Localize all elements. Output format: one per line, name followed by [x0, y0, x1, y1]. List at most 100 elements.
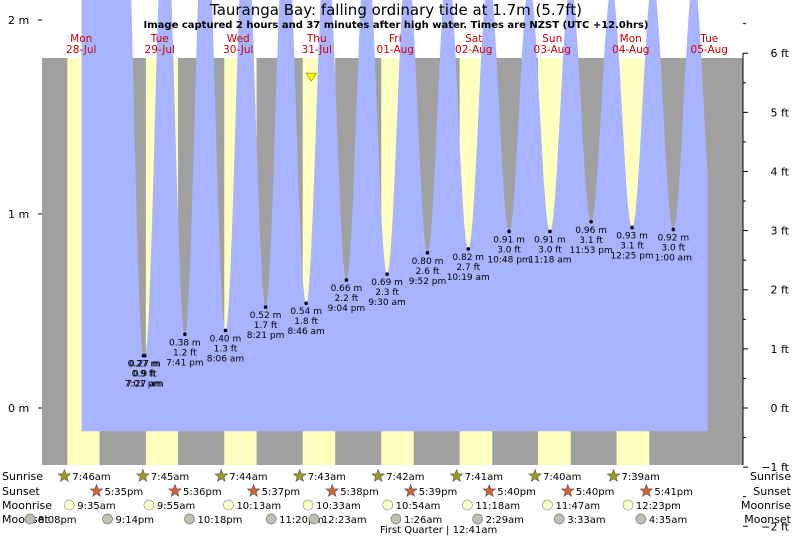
sunrise-time: 7:41am	[465, 472, 503, 483]
left-tick-label: 2 m	[8, 14, 29, 27]
sunrise-time: 7:44am	[229, 472, 267, 483]
moonset-time: 3:33am	[567, 515, 605, 526]
moonset-icon	[102, 513, 113, 525]
left-tick-label: 0 m	[8, 402, 29, 415]
row-label-right-sunset: Sunset	[753, 485, 791, 498]
low-tide-metres: 0.96 m	[575, 226, 607, 236]
moonset-time: 8:08pm	[38, 515, 77, 526]
low-tide-metres: 0.66 m	[331, 284, 363, 294]
low-tide-feet: 3.0 ft	[497, 245, 521, 255]
row-label-left-sunset: Sunset	[2, 485, 40, 498]
moonrise-icon	[622, 499, 634, 511]
low-tide-metres: 0.52 m	[250, 311, 282, 321]
right-tick-label: 0 ft	[771, 402, 790, 415]
tide-extreme-point	[671, 227, 676, 232]
low-tide-metres: 0.69 m	[371, 278, 403, 288]
low-tide-feet: 1.8 ft	[294, 317, 318, 327]
sunset-icon	[168, 483, 183, 498]
low-tide-feet: 3.0 ft	[538, 245, 562, 255]
day-name-label: Mon	[70, 33, 92, 45]
sunset-icon	[403, 483, 418, 498]
low-tide-feet: 3.1 ft	[579, 236, 603, 246]
low-tide-metres: 0.54 m	[290, 307, 322, 317]
moonrise-time: 10:33am	[316, 501, 361, 512]
sunrise-time: 7:45am	[151, 472, 189, 483]
row-label-left-moonrise: Moonrise	[2, 499, 52, 512]
right-tick-label: 7 ft	[771, 0, 790, 1]
sunrise-icon	[449, 468, 464, 483]
tide-extreme-point	[304, 301, 308, 306]
day-date-label: 02-Aug	[455, 44, 492, 56]
day-name-label: Fri	[389, 33, 402, 45]
low-tide-feet: 0.9 ft	[132, 370, 156, 380]
moonrise-time: 11:47am	[555, 501, 600, 512]
low-tide-metres: 0.27 m	[128, 360, 160, 370]
sunrise-icon	[57, 468, 72, 483]
tide-extreme-point	[630, 225, 634, 230]
sunset-icon	[482, 483, 497, 498]
low-tide-time: 8:06 am	[207, 354, 244, 364]
low-tide-feet: 3.1 ft	[620, 242, 644, 252]
row-label-right-moonset: Moonset	[744, 513, 791, 526]
moonrise-time: 9:35am	[77, 501, 115, 512]
moonset-time: 11:20pm	[279, 515, 324, 526]
sunrise-icon	[528, 468, 543, 483]
right-tick-label: 3 ft	[771, 225, 790, 238]
sunrise-time: 7:39am	[622, 472, 660, 483]
sunset-time: 5:36pm	[183, 487, 222, 498]
sunset-time: 5:37pm	[262, 487, 301, 498]
low-tide-feet: 1.3 ft	[214, 344, 238, 354]
low-tide-time: 1:00 am	[655, 254, 692, 264]
tide-water-area	[81, 0, 708, 432]
low-tide-feet: 3.0 ft	[661, 244, 685, 254]
sunrise-time: 7:40am	[543, 472, 581, 483]
tide-extreme-point	[143, 353, 147, 358]
low-tide-feet: 1.7 ft	[254, 321, 278, 331]
day-date-label: 01-Aug	[377, 44, 414, 56]
sunset-time: 5:41pm	[654, 487, 693, 498]
day-name-label: Sun	[542, 33, 562, 45]
low-tide-time: 10:19 am	[447, 273, 490, 283]
low-tide-metres: 0.80 m	[412, 257, 444, 267]
moonrise-time: 10:54am	[396, 501, 441, 512]
tide-extreme-point	[223, 328, 228, 333]
right-tick-label: 1 ft	[771, 343, 790, 356]
low-tide-metres: 0.82 m	[452, 253, 484, 263]
moonset-time: 4:35am	[649, 515, 687, 526]
low-tide-time: 9:04 pm	[328, 304, 366, 314]
moonset-icon	[390, 513, 402, 525]
low-tide-time: 9:30 am	[368, 298, 405, 308]
moonrise-time: 12:23pm	[636, 501, 681, 512]
day-date-label: 04-Aug	[612, 44, 649, 56]
moonset-time: 10:18pm	[198, 515, 243, 526]
chart-subtitle: Image captured 2 hours and 37 minutes af…	[144, 20, 649, 31]
sunset-icon	[246, 483, 261, 498]
low-tide-feet: 1.2 ft	[173, 348, 197, 358]
moonrise-time: 11:18am	[475, 501, 520, 512]
moon-phase-note: First Quarter | 12:41am	[380, 525, 497, 536]
moonset-icon	[184, 513, 195, 525]
moonset-icon	[472, 513, 483, 525]
tide-extreme-point	[507, 229, 511, 234]
day-date-label: 29-Jul	[145, 44, 175, 56]
low-tide-time: 9:52 pm	[409, 277, 447, 287]
row-label-right-sunrise: Sunrise	[750, 470, 791, 483]
tide-extreme-point	[548, 229, 552, 234]
low-tide-time: 7:27 am	[126, 380, 163, 390]
sunrise-icon	[371, 468, 386, 483]
low-tide-feet: 2.7 ft	[456, 263, 480, 273]
sunset-icon	[639, 483, 654, 498]
moonrise-icon	[223, 499, 234, 511]
right-tick-label: 4 ft	[771, 165, 790, 178]
moonrise-icon	[462, 499, 473, 511]
sunset-time: 5:40pm	[497, 487, 536, 498]
low-tide-feet: 2.6 ft	[416, 267, 440, 277]
day-date-label: 28-Jul	[66, 44, 96, 56]
low-tide-metres: 0.93 m	[616, 232, 648, 242]
day-name-label: Mon	[620, 33, 642, 45]
day-name-label: Tue	[699, 33, 718, 45]
low-tide-time: 7:41 pm	[166, 358, 204, 368]
low-tide-time: 8:21 pm	[247, 331, 285, 341]
day-date-label: 03-Aug	[534, 44, 571, 56]
